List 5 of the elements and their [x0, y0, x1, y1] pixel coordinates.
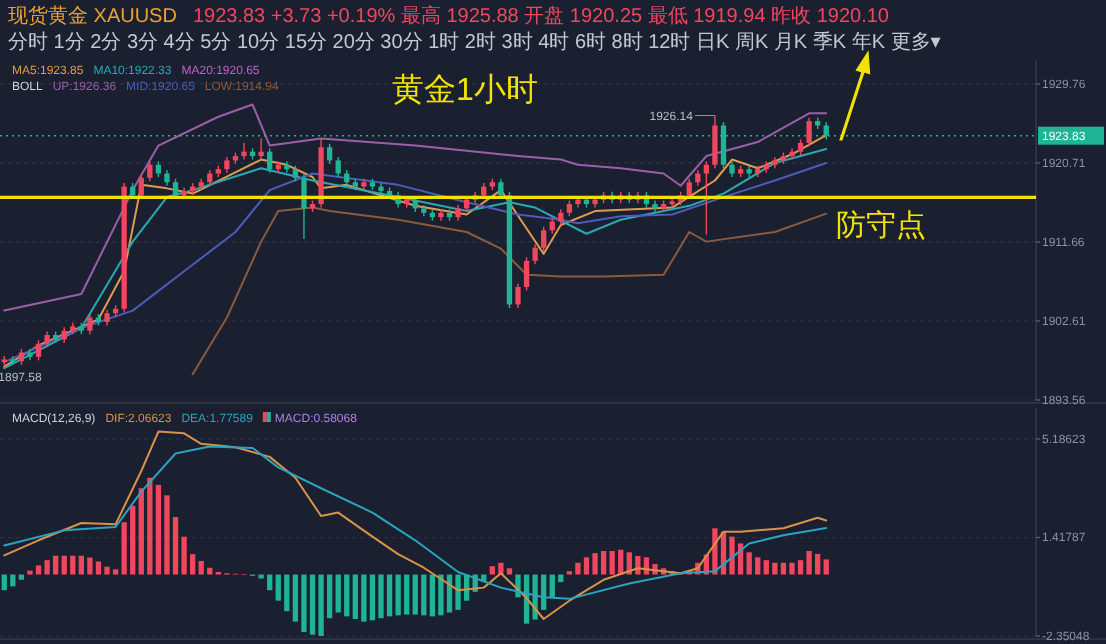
chart-title: 现货黄金 XAUUSD: [8, 4, 177, 28]
annotation: 防守点: [836, 209, 926, 244]
chart-subtitle: 1923.83 +3.73 +0.19% 最高 1925.88 开盘 1920.25 最低 1919.94 昨收 1920.10: [192, 4, 890, 28]
text: 分时 1分 2分 3分 4分 5分 10分 15分 20分 30分 1时 2时 3时 4时 6时 8时 12时 日K 周K 月K 季K 年K 更多▾: [8, 30, 941, 54]
annotation: 黄金1小时: [392, 72, 538, 108]
